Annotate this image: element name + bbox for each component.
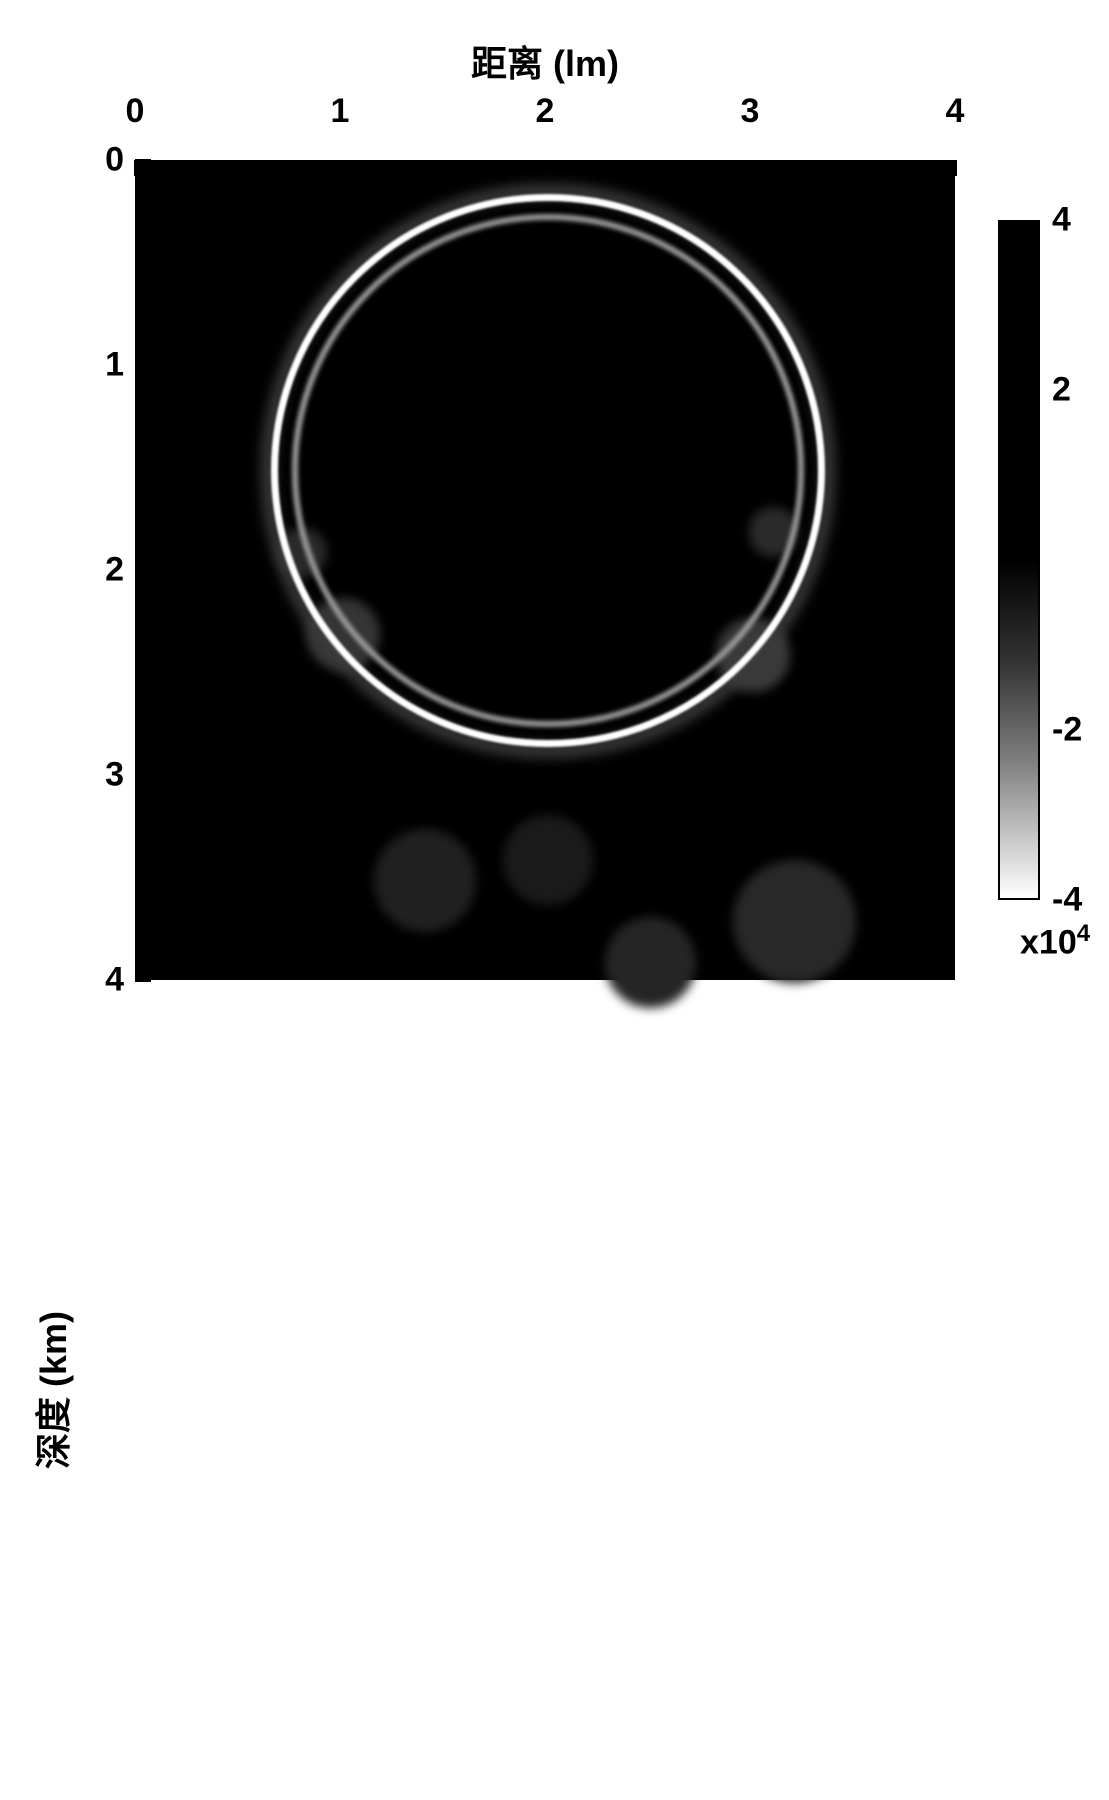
wavefield-artifact [374,829,477,932]
y-tick-label: 0 [88,141,124,180]
colorbar-tick-label: -2 [1052,711,1082,750]
colorbar-exp-power: 4 [1077,920,1090,947]
wavefield-artifact [605,917,695,1007]
y-tick-label: 1 [88,346,124,385]
y-axis-title: 深度 (km) [25,980,77,1800]
colorbar [998,220,1040,900]
y-tick-label: 4 [88,961,124,1000]
heatmap-plot-area [135,160,955,980]
x-tick-label: 3 [741,92,760,131]
y-tick-label: 3 [88,756,124,795]
x-tick-label: 2 [536,92,555,131]
seismic-wavefield-figure: 距离 (lm) 深度 (km) 0 1 2 3 4 0 1 2 3 4 4 2 … [20,20,1109,1013]
colorbar-exponent: x104 [1020,920,1090,962]
colorbar-tick-label: 2 [1052,371,1071,410]
x-tick-label: 1 [331,92,350,131]
colorbar-exp-base: x10 [1020,923,1077,961]
y-tick-label: 2 [88,551,124,590]
wavefield-artifact [503,815,593,905]
x-tick-label: 4 [946,92,965,131]
colorbar-tick-label: -4 [1052,881,1082,920]
colorbar-tick-label: 4 [1052,201,1071,240]
x-tick-label: 0 [126,92,145,131]
x-axis-title: 距离 (lm) [135,35,955,87]
wavefront-inner-ring [292,214,805,727]
wavefield-artifact [733,860,856,983]
